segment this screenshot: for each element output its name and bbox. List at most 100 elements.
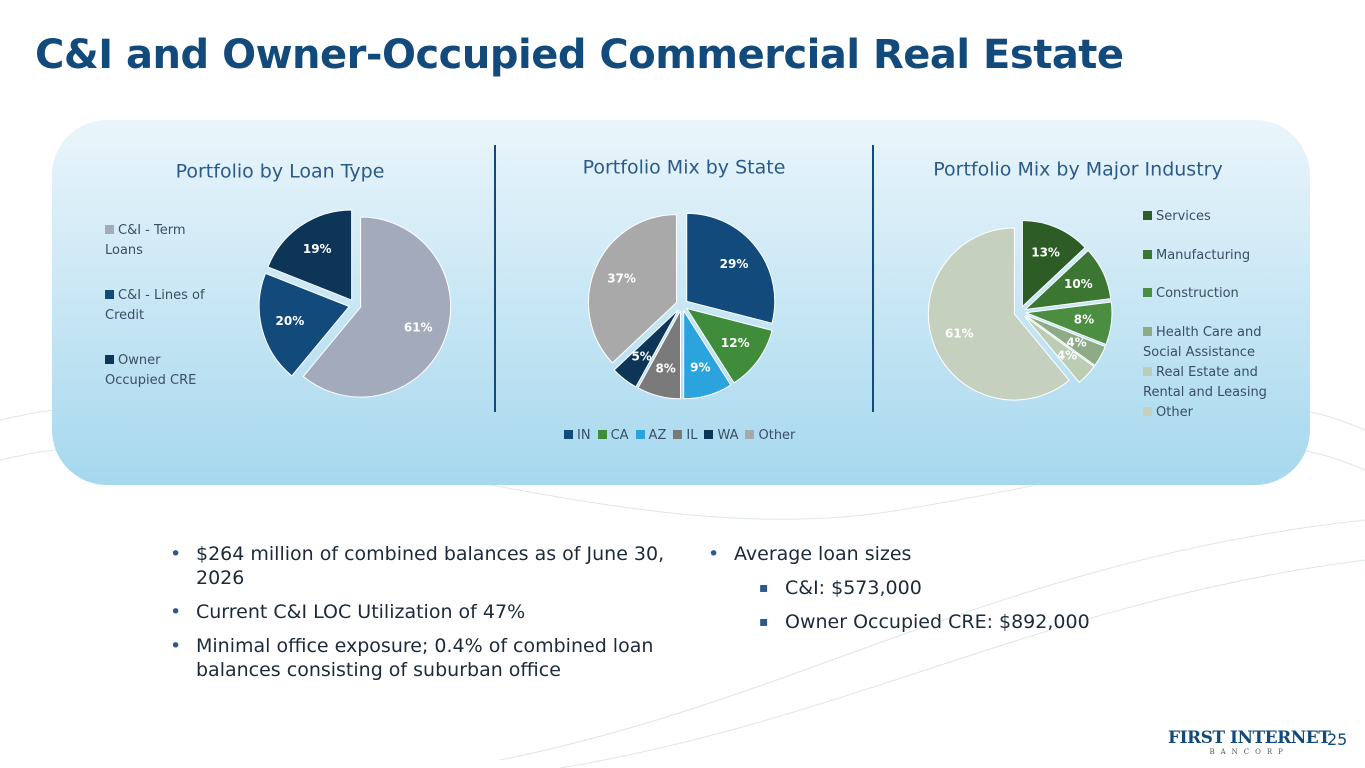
legend-label: Construction	[1156, 286, 1239, 301]
data-label: 19%	[303, 242, 332, 256]
pie-slice	[1021, 219, 1086, 308]
legend-swatch	[1143, 249, 1152, 259]
legend-label: IL	[686, 428, 698, 443]
data-label: 61%	[945, 326, 974, 340]
legend-swatch	[105, 225, 114, 234]
logo: FIRST INTERNET BANCORP	[1168, 728, 1331, 756]
legend-swatch	[564, 430, 573, 439]
pie-slice	[613, 309, 679, 388]
legend-label: C&I - Term Loans	[105, 223, 186, 258]
pie-slice	[637, 310, 682, 400]
legend-item: Owner Occupied CRE	[105, 351, 220, 416]
pie-slice	[1023, 249, 1112, 311]
legend-swatch	[745, 430, 755, 439]
legend-item: AZ	[635, 426, 667, 446]
legend-swatch	[105, 290, 114, 299]
bullet: Minimal office exposure; 0.4% of combine…	[170, 634, 670, 682]
data-label: 10%	[1064, 277, 1093, 291]
legend-label: Owner Occupied CRE	[105, 353, 197, 388]
data-label: 13%	[1031, 245, 1060, 259]
legend-label: Other	[758, 428, 796, 443]
legend-swatch	[1143, 366, 1152, 376]
chart-title: Portfolio by Loan Type	[176, 161, 385, 183]
legend: C&I - Term Loans C&I - Lines of Credit Own…	[105, 221, 220, 416]
data-label: 4%	[1066, 336, 1086, 350]
data-label: 4%	[1057, 349, 1077, 363]
legend-item: Construction	[1143, 284, 1288, 323]
pie-slice	[1023, 315, 1095, 384]
legend-item: Other	[745, 426, 795, 446]
pie-slice	[1024, 314, 1106, 367]
wave	[559, 559, 1365, 768]
legend-item: CA	[597, 426, 629, 446]
legend-item: Health Care and Social Assistance	[1143, 323, 1288, 363]
legend-item: C&I - Lines of Credit	[105, 286, 220, 351]
legend-item: Other	[1143, 403, 1288, 442]
data-label: 37%	[607, 271, 636, 285]
legend-item: WA	[704, 426, 738, 446]
page-number: 25	[1327, 730, 1348, 749]
data-label: 12%	[721, 336, 750, 350]
legend-label: AZ	[648, 428, 667, 443]
bullet: Current C&I LOC Utilization of 47%	[170, 600, 670, 624]
chart-title: Portfolio Mix by State	[583, 157, 786, 179]
data-label: 9%	[690, 361, 710, 375]
legend-label: IN	[577, 428, 591, 443]
data-label: 20%	[276, 314, 305, 328]
legend-label: WA	[717, 428, 739, 443]
pie-slice	[685, 307, 773, 384]
pie-slice	[267, 209, 353, 301]
pie-slice	[258, 272, 351, 377]
pie-slice	[686, 212, 776, 324]
data-label: 8%	[1074, 313, 1094, 327]
legend-label: Services	[1156, 209, 1211, 224]
legend: Services Manufacturing Construction Health …	[1143, 207, 1288, 441]
legend-label: Real Estate and Rental and Leasing	[1143, 364, 1267, 400]
pie-slice	[927, 227, 1070, 401]
legend-swatch	[1143, 288, 1152, 297]
logo-sub: BANCORP	[1209, 748, 1289, 756]
legend-item: C&I - Term Loans	[105, 221, 220, 286]
pie-slice	[1025, 301, 1113, 346]
legend: IN CA AZ IL WA Other	[564, 424, 802, 446]
bullets-right: Average loan sizes C&I: $573,000 Owner Oc…	[708, 542, 1128, 644]
sub-bullet: Owner Occupied CRE: $892,000	[759, 610, 1128, 634]
bullets-left: $264 million of combined balances as of …	[170, 542, 670, 692]
legend-item: IN	[564, 426, 591, 446]
legend-item: Services	[1143, 207, 1288, 246]
sub-bullet: C&I: $573,000	[759, 576, 1128, 600]
legend-swatch	[673, 430, 683, 439]
legend-label: CA	[610, 428, 629, 443]
sub-bullets: C&I: $573,000 Owner Occupied CRE: $892,00…	[759, 576, 1128, 634]
data-label: 61%	[404, 320, 433, 334]
pie-slice	[302, 216, 452, 398]
bullet-text: Average loan sizes	[734, 543, 912, 565]
pie-slice	[683, 309, 732, 400]
legend-label: Health Care and Social Assistance	[1143, 324, 1262, 360]
legend-item: IL	[673, 426, 697, 446]
legend-swatch	[1143, 406, 1152, 416]
legend-swatch	[704, 430, 714, 439]
legend-label: C&I - Lines of Credit	[105, 288, 205, 323]
chart-title: Portfolio Mix by Major Industry	[933, 159, 1222, 181]
pie-slice	[588, 214, 677, 364]
charts: Portfolio by Loan Type 61% 20% 19% Portfolio…	[176, 157, 1223, 401]
data-label: 29%	[720, 257, 749, 271]
legend-item: Manufacturing	[1143, 246, 1288, 285]
legend-swatch	[105, 355, 114, 364]
legend-label: Manufacturing	[1156, 247, 1251, 263]
legend-swatch	[1143, 211, 1152, 220]
legend-item: Real Estate and Rental and Leasing	[1143, 363, 1288, 403]
bullet: Average loan sizes C&I: $573,000 Owner Oc…	[708, 542, 1128, 634]
slide-title: C&I and Owner-Occupied Commercial Real E…	[35, 32, 1124, 78]
legend-label: Other	[1156, 404, 1193, 420]
legend-swatch	[1143, 326, 1152, 336]
data-label: 8%	[655, 361, 675, 375]
data-label: 5%	[631, 350, 651, 364]
legend-swatch	[635, 430, 645, 439]
logo-name: FIRST INTERNET	[1168, 728, 1331, 748]
bullet: $264 million of combined balances as of …	[170, 542, 670, 590]
legend-swatch	[597, 430, 607, 439]
